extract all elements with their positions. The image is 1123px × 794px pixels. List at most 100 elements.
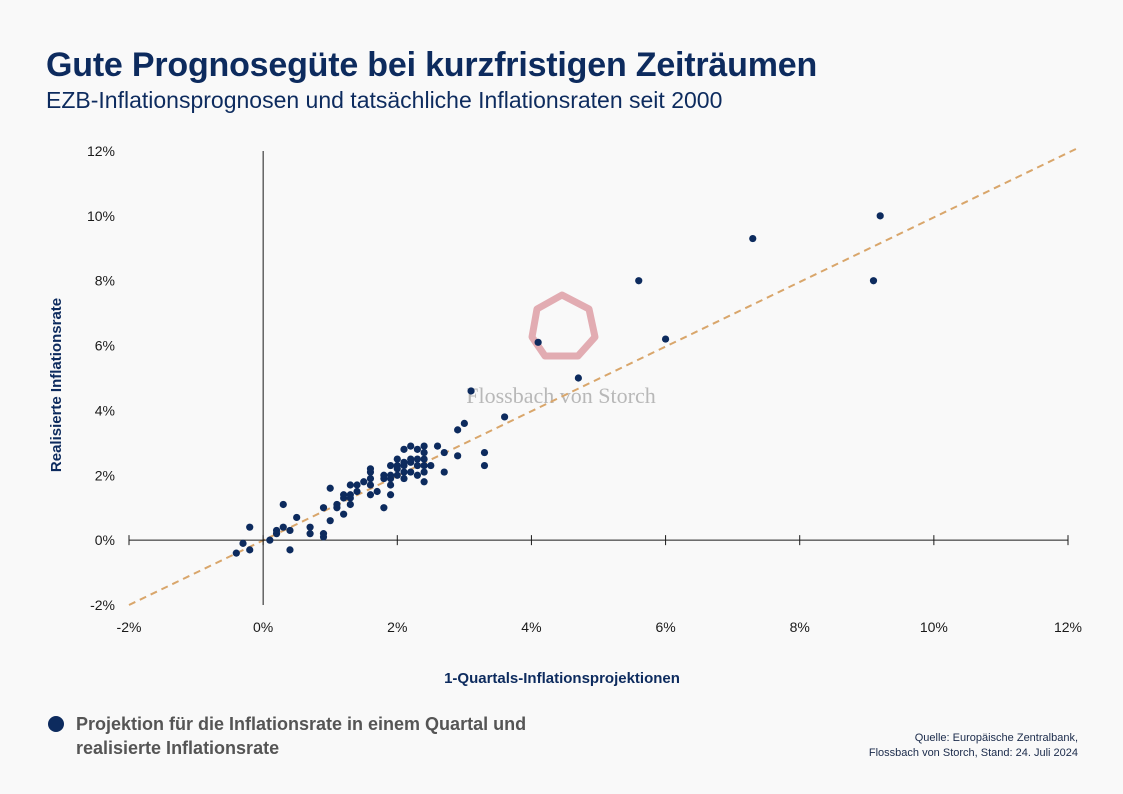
data-point — [420, 442, 428, 450]
data-point — [279, 500, 287, 509]
data-point — [306, 530, 314, 538]
data-point — [319, 504, 328, 512]
x-tick-label: 0% — [253, 619, 273, 635]
data-point — [420, 468, 428, 476]
x-tick-label: 12% — [1054, 619, 1082, 635]
y-axis-label: Realisierte Inflationsrate — [48, 298, 65, 472]
data-point — [340, 491, 348, 499]
data-point — [413, 455, 422, 463]
data-point — [346, 481, 354, 489]
data-point — [353, 487, 361, 496]
data-point — [413, 445, 422, 453]
data-point — [454, 426, 462, 434]
data-point — [293, 513, 301, 522]
chart-subtitle: EZB-Inflationsprognosen und tatsächliche… — [46, 87, 723, 113]
data-point — [232, 549, 240, 557]
data-point — [386, 491, 395, 499]
data-point — [407, 468, 415, 476]
x-tick-label: 8% — [790, 619, 810, 635]
data-point — [272, 526, 281, 535]
data-point — [635, 277, 643, 285]
y-tick-label: 0% — [95, 532, 115, 548]
x-tick-label: 10% — [920, 619, 948, 635]
data-point — [386, 481, 395, 489]
data-point — [279, 523, 287, 531]
data-point — [400, 474, 408, 483]
x-tick-label: 4% — [521, 619, 541, 635]
data-point — [400, 445, 408, 453]
data-point — [373, 487, 381, 496]
data-point — [246, 546, 254, 554]
data-point — [326, 484, 334, 492]
data-point — [440, 448, 448, 457]
data-point — [480, 461, 489, 470]
watermark-logo-icon — [528, 291, 599, 360]
data-point — [346, 500, 354, 509]
data-point — [386, 461, 395, 470]
data-point — [393, 471, 401, 479]
data-point — [661, 335, 670, 343]
data-point — [400, 458, 408, 466]
data-point — [460, 419, 468, 427]
data-point — [346, 491, 354, 499]
data-point — [266, 536, 274, 544]
data-point — [467, 387, 475, 395]
data-point — [393, 455, 401, 463]
data-point — [360, 478, 368, 486]
data-point — [480, 448, 489, 457]
data-point — [326, 517, 334, 525]
data-point — [366, 481, 375, 489]
source-line-2: Flossbach von Storch, Stand: 24. Juli 20… — [868, 747, 1078, 759]
y-tick-label: 4% — [95, 402, 115, 418]
data-point — [380, 504, 388, 512]
data-point — [433, 442, 442, 450]
data-point — [306, 523, 314, 531]
chart-title: Gute Prognosegüte bei kurzfristigen Zeit… — [46, 46, 818, 84]
data-point — [366, 491, 375, 499]
data-point — [427, 461, 435, 470]
data-point — [413, 471, 422, 479]
y-tick-label: 2% — [95, 467, 115, 483]
legend: Projektion für die Inflationsrate in ein… — [48, 712, 576, 760]
data-point — [534, 338, 542, 346]
data-point — [420, 455, 428, 463]
data-point — [454, 452, 462, 460]
data-point — [393, 461, 401, 470]
y-tick-label: 6% — [95, 338, 115, 354]
data-point — [246, 523, 254, 531]
x-tick-label: 6% — [655, 619, 675, 635]
data-point — [501, 413, 509, 421]
data-point — [353, 481, 361, 489]
data-point — [749, 234, 757, 243]
data-point — [440, 468, 448, 476]
source-line-1: Quelle: Europäische Zentralbank, — [914, 732, 1078, 744]
legend-marker-icon — [48, 716, 64, 732]
y-tick-label: -2% — [90, 597, 115, 613]
data-point — [876, 212, 884, 220]
data-point — [400, 468, 408, 476]
data-point — [286, 526, 294, 535]
data-point — [239, 539, 247, 547]
data-point — [366, 465, 375, 473]
trendline — [128, 146, 1081, 606]
data-point — [574, 374, 582, 382]
data-point — [333, 500, 341, 509]
watermark: Flossbach von Storch — [466, 291, 656, 408]
data-point — [420, 448, 428, 457]
y-tick-label: 8% — [95, 273, 115, 289]
x-tick-label: 2% — [387, 619, 407, 635]
data-point — [386, 471, 395, 479]
legend-label: Projektion für die Inflationsrate in ein… — [76, 714, 527, 758]
data-point — [407, 442, 415, 450]
data-point — [319, 533, 328, 541]
data-point — [286, 546, 294, 554]
data-point — [340, 510, 348, 518]
data-point — [420, 461, 428, 470]
data-point — [420, 478, 428, 486]
data-point — [407, 455, 415, 463]
x-tick-label: -2% — [117, 619, 142, 635]
y-tick-label: 10% — [87, 208, 115, 224]
x-axis-label: 1-Quartals-Inflationsprojektionen — [444, 670, 680, 687]
source-note: Quelle: Europäische Zentralbank, Flossba… — [869, 731, 1078, 761]
